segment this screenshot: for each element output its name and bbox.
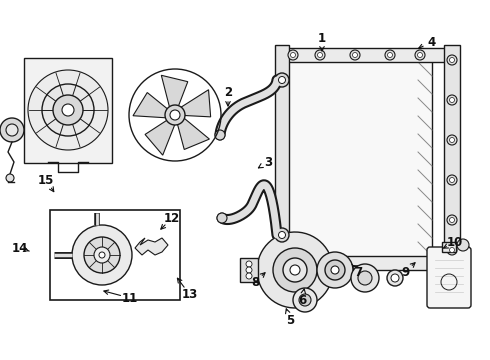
- Bar: [287, 58, 432, 258]
- Bar: [240, 258, 258, 282]
- Polygon shape: [257, 232, 333, 308]
- Text: 4: 4: [428, 36, 436, 49]
- Circle shape: [291, 53, 295, 58]
- Text: 15: 15: [38, 174, 54, 186]
- Circle shape: [447, 175, 457, 185]
- Circle shape: [246, 261, 252, 267]
- Circle shape: [94, 247, 110, 263]
- Text: 13: 13: [182, 288, 198, 302]
- Circle shape: [288, 50, 298, 60]
- Circle shape: [42, 84, 94, 136]
- Circle shape: [299, 294, 311, 306]
- Bar: [275, 45, 289, 267]
- Circle shape: [388, 53, 392, 58]
- Circle shape: [275, 228, 289, 242]
- Circle shape: [391, 274, 399, 282]
- Circle shape: [447, 95, 457, 105]
- Circle shape: [320, 259, 330, 269]
- Circle shape: [387, 270, 403, 286]
- Bar: [444, 45, 460, 267]
- Polygon shape: [135, 238, 168, 255]
- Circle shape: [84, 237, 120, 273]
- Circle shape: [447, 215, 457, 225]
- Circle shape: [53, 95, 83, 125]
- Circle shape: [0, 118, 24, 142]
- Circle shape: [215, 130, 225, 140]
- Circle shape: [449, 217, 455, 222]
- Circle shape: [325, 260, 345, 280]
- FancyBboxPatch shape: [427, 247, 471, 308]
- Circle shape: [415, 50, 425, 60]
- Circle shape: [417, 53, 422, 58]
- Circle shape: [331, 266, 339, 274]
- Bar: [442, 242, 456, 252]
- Bar: [283, 48, 450, 62]
- Text: 7: 7: [354, 266, 362, 279]
- Circle shape: [317, 252, 353, 288]
- Circle shape: [28, 70, 108, 150]
- Polygon shape: [133, 93, 167, 118]
- Circle shape: [315, 50, 325, 60]
- Circle shape: [170, 110, 180, 120]
- Text: 9: 9: [401, 266, 409, 279]
- Circle shape: [358, 271, 372, 285]
- Polygon shape: [177, 118, 209, 149]
- Circle shape: [6, 174, 14, 182]
- Text: 2: 2: [224, 85, 232, 99]
- Circle shape: [449, 138, 455, 143]
- Circle shape: [278, 231, 286, 238]
- Polygon shape: [145, 121, 174, 155]
- Text: 3: 3: [264, 156, 272, 168]
- Circle shape: [449, 177, 455, 183]
- Text: 6: 6: [298, 293, 306, 306]
- Circle shape: [318, 53, 322, 58]
- Bar: [24, 58, 112, 163]
- Text: 5: 5: [286, 314, 294, 327]
- Circle shape: [293, 288, 317, 312]
- Circle shape: [275, 73, 289, 87]
- Circle shape: [6, 124, 18, 136]
- Circle shape: [449, 98, 455, 103]
- Circle shape: [217, 213, 227, 223]
- Circle shape: [72, 225, 132, 285]
- Circle shape: [246, 273, 252, 279]
- Text: 12: 12: [164, 211, 180, 225]
- Bar: [283, 256, 450, 270]
- Text: 11: 11: [122, 292, 138, 305]
- Circle shape: [447, 245, 457, 255]
- Circle shape: [62, 104, 74, 116]
- Circle shape: [447, 55, 457, 65]
- Circle shape: [165, 105, 185, 125]
- Polygon shape: [161, 75, 188, 107]
- Circle shape: [457, 239, 469, 251]
- Circle shape: [278, 77, 286, 84]
- Circle shape: [273, 248, 317, 292]
- Text: 14: 14: [12, 242, 28, 255]
- Text: 8: 8: [251, 275, 259, 288]
- Circle shape: [352, 53, 358, 58]
- Circle shape: [246, 267, 252, 273]
- Circle shape: [449, 58, 455, 63]
- Bar: [50, 210, 180, 300]
- Circle shape: [449, 248, 455, 252]
- Circle shape: [283, 258, 307, 282]
- Circle shape: [350, 50, 360, 60]
- Circle shape: [99, 252, 105, 258]
- Circle shape: [447, 135, 457, 145]
- Circle shape: [351, 264, 379, 292]
- Circle shape: [385, 50, 395, 60]
- Polygon shape: [181, 90, 211, 117]
- Text: 10: 10: [447, 235, 463, 248]
- Circle shape: [290, 265, 300, 275]
- Text: 1: 1: [318, 31, 326, 45]
